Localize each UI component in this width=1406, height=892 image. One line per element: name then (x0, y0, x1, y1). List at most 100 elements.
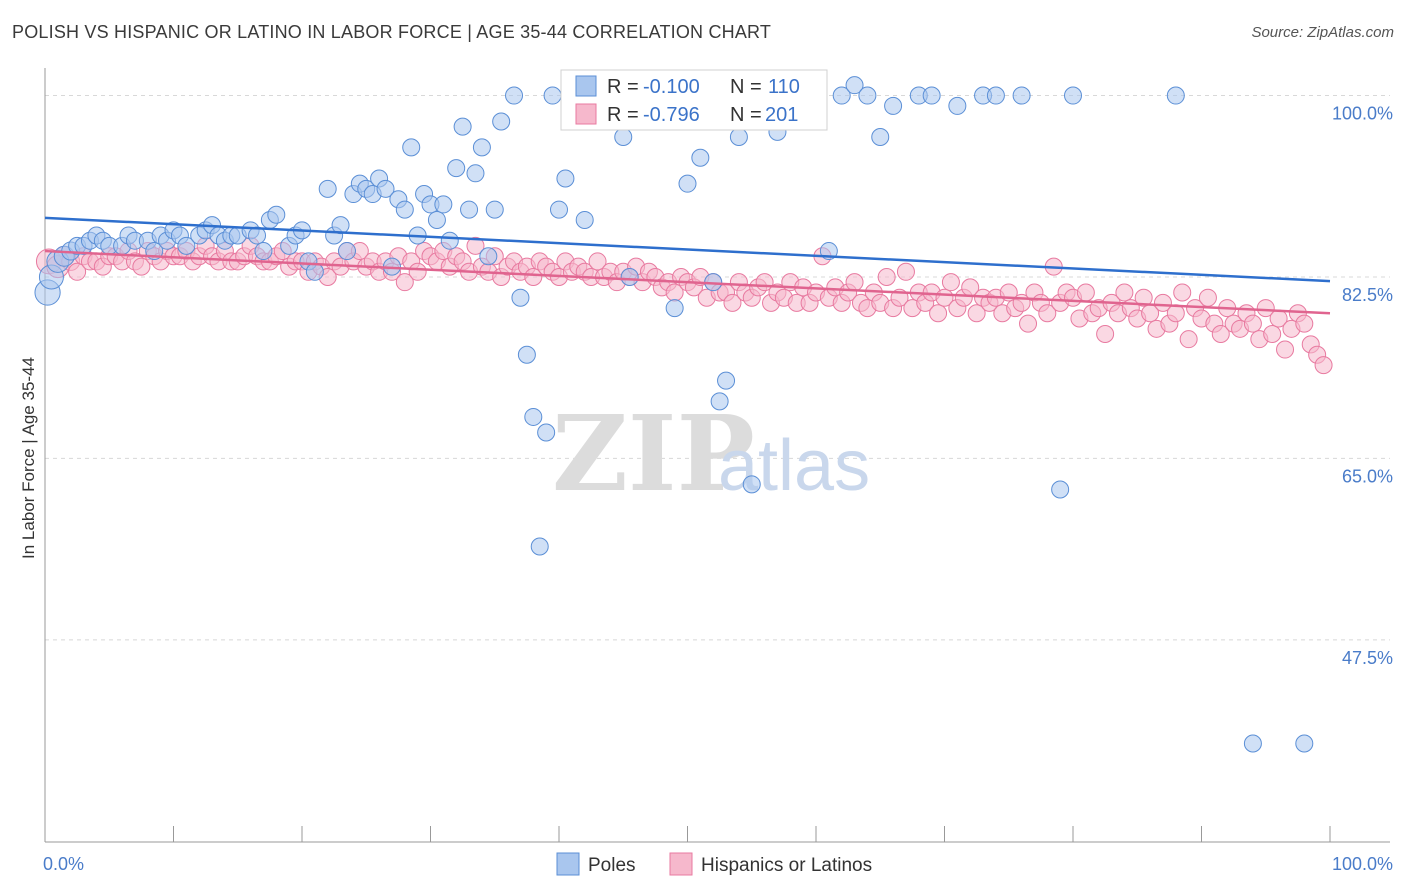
poles-point-91 (742, 475, 761, 494)
hisp-trend-line (44, 249, 1331, 315)
poles-point-61 (466, 164, 485, 183)
poles-point-64 (485, 200, 504, 219)
hisp-point-170 (1134, 288, 1153, 307)
x-tick-label-0: 0.0% (43, 854, 84, 874)
hisp-point-144 (967, 304, 986, 323)
hisp-point-57 (408, 262, 427, 281)
hisp-point-130 (877, 267, 896, 286)
poles-point-96 (832, 86, 851, 105)
poles-point-58 (447, 159, 466, 178)
hisp-point-152 (1019, 314, 1038, 333)
bottom-legend-swatch-hisp (669, 852, 693, 876)
legend-poles-r-value: -0.100 (643, 76, 700, 98)
poles-point-73 (550, 200, 568, 219)
hisp-point-176 (1173, 283, 1192, 302)
y-tick-label-0: 47.5% (1342, 648, 1393, 668)
poles-point-90 (729, 128, 748, 147)
poles-point-98 (858, 86, 877, 105)
poles-point-110 (1243, 734, 1262, 753)
y-tick-label-1: 65.0% (1342, 466, 1393, 486)
poles-point-107 (1051, 480, 1070, 499)
hisp-point-173 (1153, 293, 1172, 312)
bottom-legend-poles: Poles (588, 855, 636, 876)
hisp-point-14 (132, 257, 151, 276)
poles-point-65 (492, 112, 511, 131)
poles-point-80 (620, 267, 639, 286)
bottom-legend: Poles Hispanics or Latinos (556, 852, 872, 876)
watermark-atlas: atlas (718, 426, 870, 506)
hispanics-points (35, 236, 1333, 375)
bottom-legend-hisp: Hispanics or Latinos (701, 855, 872, 876)
poles-point-74 (556, 169, 575, 188)
hisp-point-195 (1295, 314, 1314, 333)
poles-point-69 (524, 407, 543, 426)
chart-title: POLISH VS HISPANIC OR LATINO IN LABOR FO… (12, 22, 772, 42)
hisp-point-182 (1211, 325, 1230, 343)
poles-point-70 (530, 537, 549, 556)
poles-point-59 (453, 117, 472, 136)
poles-point-30 (254, 242, 273, 261)
hisp-point-125 (845, 273, 864, 292)
legend-hisp-r-label: R = (607, 104, 639, 126)
poles-trend-line (44, 216, 1331, 283)
legend-poles-r-label: R = (607, 76, 639, 98)
hisp-point-155 (1038, 304, 1057, 323)
grid-lines (45, 95, 1390, 641)
poles-point-68 (517, 345, 536, 364)
hisp-point-106 (723, 293, 742, 312)
poles-point-99 (871, 128, 890, 147)
hisp-point-161 (1076, 283, 1095, 302)
poles-point-85 (678, 174, 697, 193)
poles-point-88 (710, 392, 729, 411)
watermark: ZIP atlas (552, 392, 870, 515)
poles-point-106 (1012, 86, 1031, 105)
hisp-point-190 (1263, 325, 1282, 343)
poles-point-55 (427, 210, 446, 229)
poles-point-71 (537, 423, 556, 442)
poles-point-51 (402, 138, 421, 157)
legend-box (560, 69, 828, 131)
hisp-point-198 (1314, 356, 1333, 375)
poles-point-76 (575, 210, 594, 229)
poles-point-102 (922, 86, 941, 105)
source-credit: Source: ZipAtlas.com (1251, 24, 1394, 41)
hisp-point-177 (1179, 330, 1198, 349)
hisp-point-66 (466, 236, 485, 255)
hisp-point-133 (896, 262, 915, 281)
poles-point-103 (948, 96, 967, 115)
poles-point-50 (395, 200, 414, 219)
poles-point-56 (434, 195, 453, 214)
poles-point-60 (460, 200, 479, 219)
hisp-point-180 (1198, 288, 1217, 307)
poles-point-79 (614, 128, 633, 147)
hisp-point-187 (1243, 314, 1262, 333)
y-tick-labels: 47.5% 65.0% 82.5% 100.0% (1332, 104, 1393, 668)
trend-lines (44, 216, 1331, 315)
bottom-legend-swatch-poles (556, 852, 580, 876)
legend: R = -0.100 N = 110 R = -0.796 N = 201 (560, 69, 828, 131)
poles-point-62 (472, 138, 491, 157)
poles-point-86 (691, 148, 710, 167)
legend-hisp-n-label: N = (730, 104, 762, 126)
legend-poles-n-label: N = (730, 76, 762, 98)
poles-point-37 (305, 262, 324, 281)
y-tick-label-2: 82.5% (1342, 285, 1393, 305)
poles-point-89 (717, 371, 736, 390)
poles-point-20 (177, 236, 196, 255)
poles-point-100 (884, 96, 903, 115)
poles-point-47 (376, 179, 395, 198)
legend-hisp-r-value: -0.796 (643, 104, 700, 126)
poles-point-97 (845, 76, 864, 95)
poles-point-67 (511, 288, 530, 307)
x-tick-label-1: 100.0% (1332, 854, 1393, 874)
y-axis-label: In Labor Force | Age 35-44 (19, 357, 38, 559)
y-tick-label-3: 100.0% (1332, 104, 1393, 124)
hisp-point-167 (1115, 283, 1134, 302)
hisp-point-140 (941, 273, 960, 292)
hisp-point-75 (524, 267, 543, 286)
poles-point-66 (505, 86, 524, 105)
legend-hisp-n-value: 201 (765, 104, 798, 126)
hisp-point-189 (1256, 299, 1275, 318)
poles-point-63 (479, 247, 498, 266)
hisp-point-138 (929, 304, 948, 323)
